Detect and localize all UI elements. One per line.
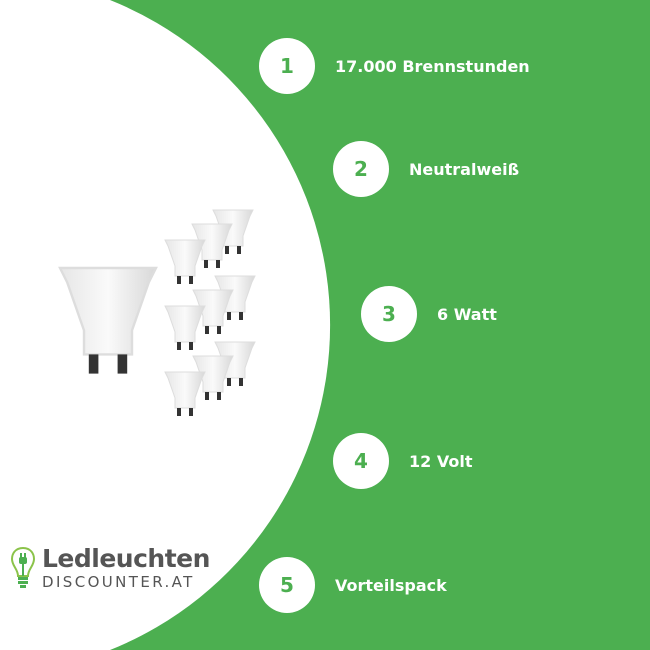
number-badge: 2: [333, 141, 389, 197]
feature-item: 5 Vorteilspack: [259, 557, 447, 613]
number-badge: 4: [333, 433, 389, 489]
number-badge: 3: [361, 286, 417, 342]
feature-item: 1 17.000 Brennstunden: [259, 38, 530, 94]
number-badge: 5: [259, 557, 315, 613]
brand-logo: Ledleuchten DISCOUNTER.AT: [10, 545, 210, 591]
feature-item: 3 6 Watt: [361, 286, 497, 342]
product-image-gu10-bulbs: [58, 209, 256, 417]
feature-label: 12 Volt: [409, 451, 473, 471]
brand-subname: DISCOUNTER.AT: [42, 573, 195, 591]
lightbulb-plug-icon: [10, 546, 36, 588]
feature-label: 17.000 Brennstunden: [335, 56, 530, 76]
number-badge: 1: [259, 38, 315, 94]
large-bulb: [58, 266, 158, 375]
feature-item: 4 12 Volt: [333, 433, 472, 489]
feature-item: 2 Neutralweiß: [333, 141, 519, 197]
feature-label: Vorteilspack: [335, 575, 447, 595]
feature-label: Neutralweiß: [409, 159, 520, 179]
brand-name: Ledleuchten: [42, 544, 210, 573]
feature-label: 6 Watt: [437, 304, 497, 324]
